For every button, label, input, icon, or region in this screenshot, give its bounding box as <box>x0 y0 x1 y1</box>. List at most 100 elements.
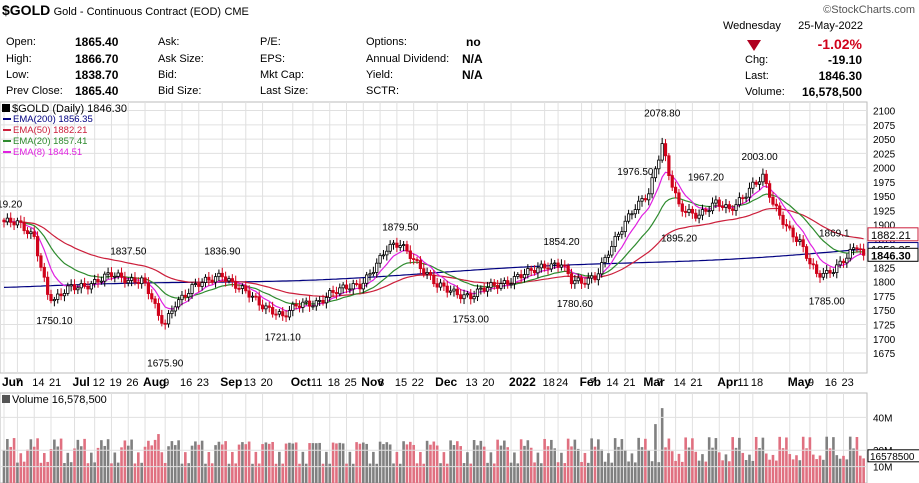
candle-body <box>781 214 785 225</box>
candle-body <box>657 159 661 170</box>
volume-bar <box>707 437 711 483</box>
volume-bar <box>848 436 852 483</box>
volume-bar <box>694 451 698 483</box>
volume-bar <box>560 452 563 483</box>
volume-bar <box>691 438 694 483</box>
volume-panel-title: Volume 16,578,500 <box>12 394 107 406</box>
volume-bar <box>36 438 39 483</box>
volume-bar <box>644 438 647 483</box>
candle-body <box>768 183 772 198</box>
candle-body <box>66 285 70 294</box>
candle-body <box>170 310 174 315</box>
volume-bar <box>325 451 328 483</box>
volume-bar <box>469 463 473 483</box>
last-size-label: Last Size: <box>260 85 309 97</box>
volume-bar <box>550 439 553 483</box>
candle-body <box>391 242 396 245</box>
volume-bar <box>741 452 745 483</box>
y-tick-label: 1675 <box>873 349 896 360</box>
yield-value: N/A <box>462 68 483 82</box>
chg-value: -19.10 <box>827 53 862 67</box>
volume-bar <box>157 434 160 483</box>
candle-body <box>207 276 211 281</box>
volume-bar <box>509 462 513 483</box>
candle-body <box>146 282 150 295</box>
candle-body <box>727 204 731 210</box>
volume-bar <box>294 442 298 483</box>
volume-value: 16,578,500 <box>801 85 862 99</box>
candle-body <box>247 290 251 298</box>
volume-bar <box>771 454 775 483</box>
x-tick-label: Feb <box>580 375 601 389</box>
candle-body <box>375 262 379 273</box>
candle-body <box>341 284 345 289</box>
volume-bar <box>39 462 43 483</box>
volume-bar <box>79 446 83 483</box>
prev-close-label: Prev Close: <box>6 85 63 97</box>
candle-body <box>324 297 328 304</box>
candle-body <box>831 272 836 274</box>
candle-body <box>788 225 792 229</box>
volume-bar <box>664 447 667 483</box>
candle-body <box>724 204 728 208</box>
volume-bar <box>210 463 214 483</box>
volume-bar <box>100 440 103 483</box>
volume-bar <box>86 463 90 483</box>
candle-body <box>56 293 60 300</box>
candle-body <box>747 187 752 198</box>
x-tick-label: 18 <box>751 377 763 389</box>
candle-body <box>694 212 698 219</box>
volume-badge-label: 16578500 <box>870 452 915 463</box>
candle-body <box>2 219 6 223</box>
candle-body <box>462 294 466 300</box>
volume-bar <box>778 436 781 483</box>
volume-bar <box>382 444 385 483</box>
volume-bar <box>291 443 295 483</box>
volume-bar <box>462 463 466 483</box>
candle-body <box>328 290 332 298</box>
candle-body <box>784 224 789 227</box>
symbol-description: Gold - Continuous Contract (EOD) <box>53 6 222 18</box>
volume-bar <box>546 446 550 483</box>
candle-body <box>358 283 362 290</box>
candle-body <box>653 168 658 179</box>
volume-bar <box>194 441 197 483</box>
x-tick-label: 18 <box>543 377 555 389</box>
volume-bar <box>96 447 100 483</box>
volume-bar <box>613 438 617 483</box>
candle-body <box>794 236 799 242</box>
y-tick-label: 1725 <box>873 321 896 332</box>
price-annotation: 2003.00 <box>742 152 779 163</box>
volume-bar <box>570 446 573 483</box>
candle-body <box>626 213 631 222</box>
price-badge <box>867 247 919 262</box>
y-tick-label: 1825 <box>873 263 896 274</box>
price-badge <box>867 227 919 242</box>
volume-bar <box>811 454 815 483</box>
volume-bar <box>445 463 449 483</box>
candle-body <box>257 296 261 306</box>
y-tick-label: 2000 <box>873 164 896 175</box>
volume-bar <box>237 444 241 483</box>
candle-body <box>230 278 234 282</box>
candle-body <box>801 239 805 248</box>
candle-body <box>361 282 365 290</box>
x-tick-label: 26 <box>126 377 138 389</box>
prev-close-value: 1865.40 <box>75 84 119 98</box>
candle-body <box>539 263 543 269</box>
candle-body <box>459 294 463 300</box>
x-tick-label: Dec <box>435 375 457 389</box>
volume-bar <box>523 445 526 483</box>
candle-body <box>291 303 295 311</box>
volume-bar <box>304 463 308 483</box>
x-tick-label: 12 <box>93 377 105 389</box>
candle-body <box>15 220 20 226</box>
sctr-label: SCTR: <box>366 85 399 97</box>
candle-body <box>99 280 103 283</box>
volume-bar <box>435 445 439 483</box>
candle-body <box>197 283 201 287</box>
volume-bar <box>409 441 412 483</box>
price-annotation: 1869.1 <box>819 228 850 239</box>
candle-body <box>828 270 832 274</box>
volume-bar <box>234 463 238 483</box>
